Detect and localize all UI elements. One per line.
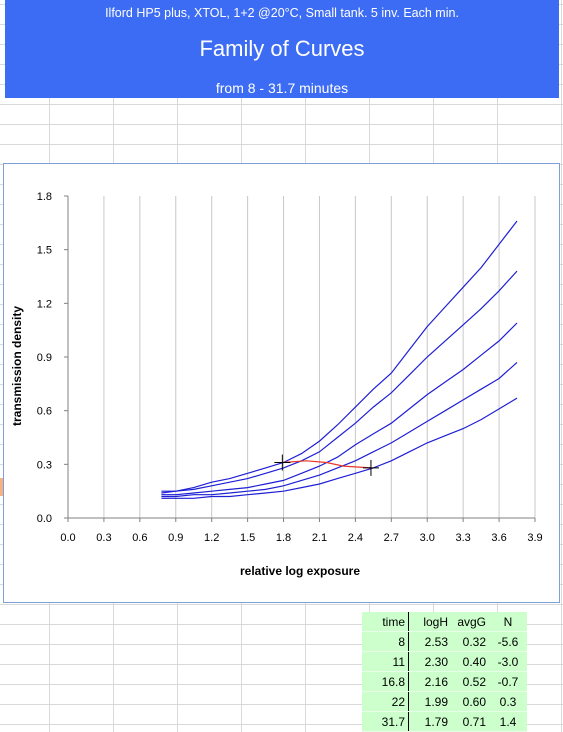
cell-time[interactable]: 22 <box>362 691 409 712</box>
header-logh: logH <box>408 612 451 632</box>
grid-layer <box>103 196 536 518</box>
x-tick-label: 2.4 <box>348 532 363 544</box>
speed-point-line <box>282 460 372 469</box>
cell-time[interactable]: 8 <box>362 631 409 652</box>
chart-header: Ilford HP5 plus, XTOL, 1+2 @20°C, Small … <box>5 0 559 98</box>
cell-logh[interactable]: 2.30 <box>408 651 451 672</box>
axis-layer: 0.0 0.3 0.6 0.9 1.2 1.5 1.8 2.1 2.4 2.7 3.0 3.3 3.6 3… <box>37 191 543 544</box>
header-range: from 8 - 31.7 minutes <box>215 80 349 96</box>
curve-line <box>161 220 518 492</box>
header-time: time <box>362 612 409 632</box>
y-tick-label: 1.5 <box>37 245 52 257</box>
cell-time[interactable]: 16.8 <box>362 671 409 692</box>
cell-logh[interactable]: 2.53 <box>408 631 451 652</box>
x-tick-label: 3.9 <box>527 532 542 544</box>
table-row: 22 1.99 0.60 0.3 <box>362 691 527 712</box>
speed-line-layer <box>282 460 372 469</box>
cell-logh[interactable]: 1.99 <box>408 691 451 712</box>
series-layer <box>161 220 518 499</box>
x-tick-label: 0.9 <box>168 532 183 544</box>
x-axis-label: relative log exposure <box>240 564 360 578</box>
cell-time[interactable]: 31.7 <box>362 711 409 732</box>
cell-n[interactable]: 1.4 <box>489 711 527 732</box>
table-row: 8 2.53 0.32 -5.6 <box>362 631 527 652</box>
y-tick-label: 0.6 <box>37 406 52 418</box>
curve-line <box>161 361 518 498</box>
cross-marker <box>274 454 291 471</box>
results-table: time logH avgG N 8 2.53 0.32 -5.6 11 2.3… <box>362 612 527 732</box>
x-tick-label: 3.0 <box>420 532 435 544</box>
cross-marker <box>362 459 379 476</box>
x-tick-label: 2.1 <box>312 532 327 544</box>
table-row: 16.8 2.16 0.52 -0.7 <box>362 671 527 692</box>
cell-avgg[interactable]: 0.60 <box>451 691 489 712</box>
header-title: Family of Curves <box>199 36 365 61</box>
x-tick-label: 2.7 <box>384 532 399 544</box>
marker-layer <box>274 454 379 476</box>
x-tick-label: 0.3 <box>96 532 111 544</box>
cell-n[interactable]: -0.7 <box>489 671 527 692</box>
y-axis-label: transmission density <box>10 306 24 426</box>
header-subtitle: Ilford HP5 plus, XTOL, 1+2 @20°C, Small … <box>105 6 459 20</box>
x-tick-label: 1.8 <box>276 532 291 544</box>
header-avgg: avgG <box>451 612 489 632</box>
cell-n[interactable]: -5.6 <box>489 631 527 652</box>
cell-avgg[interactable]: 0.52 <box>451 671 489 692</box>
cell-avgg[interactable]: 0.32 <box>451 631 489 652</box>
x-tick-label: 0.6 <box>132 532 147 544</box>
x-tick-label: 0.0 <box>60 532 75 544</box>
table-row: 31.7 1.79 0.71 1.4 <box>362 711 527 732</box>
y-tick-label: 0.3 <box>37 459 52 471</box>
x-tick-label: 3.3 <box>456 532 471 544</box>
x-tick-label: 1.2 <box>204 532 219 544</box>
cell-highlight <box>0 478 4 496</box>
x-tick-label: 1.5 <box>240 532 255 544</box>
cell-logh[interactable]: 1.79 <box>408 711 451 732</box>
y-tick-label: 0.0 <box>37 513 52 525</box>
x-tick-label: 3.6 <box>491 532 506 544</box>
y-tick-label: 0.9 <box>37 352 52 364</box>
cell-avgg[interactable]: 0.40 <box>451 651 489 672</box>
chart-area[interactable]: 0.0 0.3 0.6 0.9 1.2 1.5 1.8 2.1 2.4 2.7 3.0 3.3 3.6 3… <box>3 163 560 603</box>
header-n: N <box>489 612 527 632</box>
curve-line <box>161 397 518 499</box>
cell-time[interactable]: 11 <box>362 651 409 672</box>
curve-line <box>161 322 518 496</box>
cell-logh[interactable]: 2.16 <box>408 671 451 692</box>
family-of-curves-chart: 0.0 0.3 0.6 0.9 1.2 1.5 1.8 2.1 2.4 2.7 3.0 3.3 3.6 3… <box>10 191 543 578</box>
cell-avgg[interactable]: 0.71 <box>451 711 489 732</box>
y-tick-label: 1.2 <box>37 298 52 310</box>
cell-n[interactable]: 0.3 <box>489 691 527 712</box>
table-row: 11 2.30 0.40 -3.0 <box>362 651 527 672</box>
y-tick-label: 1.8 <box>37 191 52 203</box>
table-header-row: time logH avgG N <box>362 612 527 632</box>
curve-line <box>161 270 518 494</box>
cell-n[interactable]: -3.0 <box>489 651 527 672</box>
